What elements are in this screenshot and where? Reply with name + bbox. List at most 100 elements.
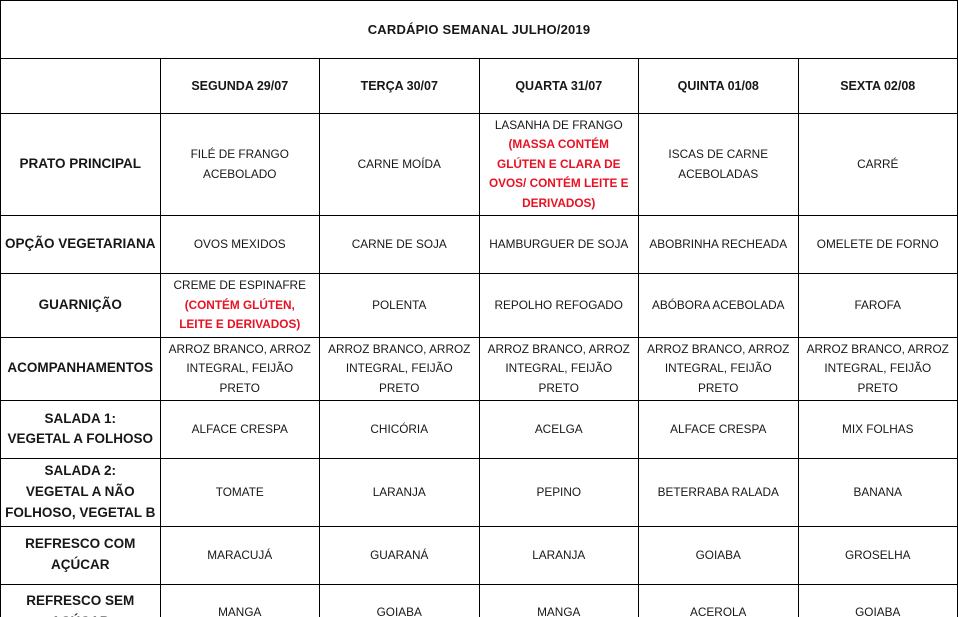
menu-item-text: GOIABA: [695, 547, 741, 562]
menu-cell: GUARANÁ: [319, 525, 480, 585]
row-header: ACOMPANHAMENTOS: [0, 336, 161, 401]
day-header: SEXTA 02/08: [797, 58, 958, 114]
menu-cell: CREME DE ESPINAFRE (CONTÉM GLÚTEN, LEITE …: [159, 273, 320, 338]
menu-item-text: GOIABA: [376, 604, 422, 617]
menu-cell: ARROZ BRANCO, ARROZ INTEGRAL, FEIJÃO PRE…: [478, 336, 639, 401]
menu-item-text: OMELETE DE FORNO: [816, 237, 939, 252]
menu-item-text: ALFACE CRESPA: [191, 421, 288, 436]
menu-row: GUARNIÇÃO CREME DE ESPINAFRE (CONTÉM GLÚTE…: [0, 273, 958, 338]
row-header: OPÇÃO VEGETARIANA: [0, 215, 161, 275]
menu-item-text: ACELGA: [534, 421, 583, 436]
menu-item-text: FAROFA: [854, 297, 902, 312]
menu-row: ACOMPANHAMENTOS ARROZ BRANCO, ARROZ INTEG…: [0, 336, 958, 401]
allergen-warning: (CONTÉM GLÚTEN, LEITE E DERIVADOS): [179, 297, 301, 332]
menu-item-text: REPOLHO REFOGADO: [494, 297, 623, 312]
menu-item-text: PEPINO: [536, 484, 582, 499]
menu-cell: MIX FOLHAS: [797, 399, 958, 459]
menu-row: REFRESCO COM AÇÚCAR MARACUJÁ GUARANÁ LARANJ…: [0, 525, 958, 585]
row-header: REFRESCO COM AÇÚCAR: [0, 525, 161, 585]
menu-item-text: TOMATE: [215, 484, 264, 499]
menu-row: OPÇÃO VEGETARIANA OVOS MEXIDOS CARNE DE SO…: [0, 215, 958, 275]
menu-item-text: MIX FOLHAS: [842, 421, 914, 436]
menu-cell: ACEROLA: [638, 583, 799, 617]
menu-cell: MANGA: [478, 583, 639, 617]
menu-item-text: ISCAS DE CARNE ACEBOLADAS: [668, 147, 769, 181]
menu-cell: GROSELHA: [797, 525, 958, 585]
menu-row: PRATO PRINCIPAL FILÉ DE FRANGO ACEBOLADO C…: [0, 112, 958, 217]
corner-cell: [0, 58, 161, 114]
menu-cell: ALFACE CRESPA: [638, 399, 799, 459]
menu-cell: MANGA: [159, 583, 320, 617]
row-header: REFRESCO SEM AÇÚCAR: [0, 583, 161, 617]
menu-row: REFRESCO SEM AÇÚCAR MANGA GOIABA MANGA ACERO…: [0, 583, 958, 617]
menu-item-text: ARROZ BRANCO, ARROZ INTEGRAL, FEIJÃO PRE…: [168, 341, 311, 395]
menu-item-text: CREME DE ESPINAFRE: [173, 278, 306, 293]
menu-body: PRATO PRINCIPAL FILÉ DE FRANGO ACEBOLADO C…: [0, 112, 958, 617]
menu-item-text: CHICÓRIA: [370, 421, 429, 436]
menu-item-text: ALFACE CRESPA: [670, 421, 767, 436]
menu-cell: CARRÉ: [797, 112, 958, 217]
menu-cell: ALFACE CRESPA: [159, 399, 320, 459]
menu-item-text: HAMBURGUER DE SOJA: [489, 237, 629, 252]
allergen-warning: (MASSA CONTÉM GLÚTEN E CLARA DE OVOS/ CO…: [488, 137, 629, 210]
menu-cell: LASANHA DE FRANGO (MASSA CONTÉM GLÚTEN E …: [478, 112, 639, 217]
row-header: SALADA 2: VEGETAL A NÃO FOLHOSO, VEGETAL…: [0, 457, 161, 527]
menu-cell: HAMBURGUER DE SOJA: [478, 215, 639, 275]
menu-item-text: ABÓBORA ACEBOLADA: [652, 297, 785, 312]
menu-cell: GOIABA: [797, 583, 958, 617]
menu-cell: ISCAS DE CARNE ACEBOLADAS: [638, 112, 799, 217]
row-header: GUARNIÇÃO: [0, 273, 161, 338]
menu-item-text: ABOBRINHA RECHEADA: [649, 237, 788, 252]
menu-item-text: POLENTA: [372, 297, 427, 312]
page-title: CARDÁPIO SEMANAL JULHO/2019: [0, 0, 958, 59]
menu-cell: ACELGA: [478, 399, 639, 459]
menu-cell: ARROZ BRANCO, ARROZ INTEGRAL, FEIJÃO PRE…: [638, 336, 799, 401]
menu-item-text: CARRÉ: [857, 156, 899, 171]
menu-item-text: BETERRABA RALADA: [657, 484, 779, 499]
menu-item-text: FILÉ DE FRANGO ACEBOLADO: [190, 147, 289, 181]
menu-cell: ARROZ BRANCO, ARROZ INTEGRAL, FEIJÃO PRE…: [797, 336, 958, 401]
menu-item-text: MANGA: [537, 604, 581, 617]
menu-cell: OVOS MEXIDOS: [159, 215, 320, 275]
menu-item-text: LASANHA DE FRANGO: [494, 118, 623, 132]
menu-item-text: ACEROLA: [690, 604, 747, 617]
menu-cell: POLENTA: [319, 273, 480, 338]
menu-item-text: LARANJA: [372, 484, 426, 499]
menu-cell: BANANA: [797, 457, 958, 527]
day-header-row: SEGUNDA 29/07 TERÇA 30/07 QUARTA 31/07 QUIN…: [0, 58, 958, 114]
menu-cell: CHICÓRIA: [319, 399, 480, 459]
menu-cell: ABÓBORA ACEBOLADA: [638, 273, 799, 338]
menu-item-text: CARNE DE SOJA: [351, 237, 447, 252]
menu-cell: ABOBRINHA RECHEADA: [638, 215, 799, 275]
menu-row: SALADA 1: VEGETAL A FOLHOSO ALFACE CRESPA…: [0, 399, 958, 459]
menu-cell: CARNE MOÍDA: [319, 112, 480, 217]
day-header: QUINTA 01/08: [638, 58, 799, 114]
day-header: TERÇA 30/07: [319, 58, 480, 114]
row-header: SALADA 1: VEGETAL A FOLHOSO: [0, 399, 161, 459]
menu-cell: CARNE DE SOJA: [319, 215, 480, 275]
menu-cell: GOIABA: [638, 525, 799, 585]
menu-cell: PEPINO: [478, 457, 639, 527]
menu-cell: ARROZ BRANCO, ARROZ INTEGRAL, FEIJÃO PRE…: [319, 336, 480, 401]
menu-item-text: CARNE MOÍDA: [357, 156, 441, 171]
menu-item-text: GROSELHA: [844, 547, 911, 562]
menu-cell: TOMATE: [159, 457, 320, 527]
menu-item-text: ARROZ BRANCO, ARROZ INTEGRAL, FEIJÃO PRE…: [647, 341, 790, 395]
menu-item-text: OVOS MEXIDOS: [193, 237, 286, 252]
menu-cell: FILÉ DE FRANGO ACEBOLADO: [159, 112, 320, 217]
day-header: SEGUNDA 29/07: [159, 58, 320, 114]
menu-row: SALADA 2: VEGETAL A NÃO FOLHOSO, VEGETAL…: [0, 457, 958, 527]
menu-cell: LARANJA: [478, 525, 639, 585]
title-row: CARDÁPIO SEMANAL JULHO/2019: [0, 0, 958, 59]
menu-cell: ARROZ BRANCO, ARROZ INTEGRAL, FEIJÃO PRE…: [159, 336, 320, 401]
menu-cell: OMELETE DE FORNO: [797, 215, 958, 275]
menu-cell: LARANJA: [319, 457, 480, 527]
row-header: PRATO PRINCIPAL: [0, 112, 161, 217]
menu-cell: BETERRABA RALADA: [638, 457, 799, 527]
menu-item-text: ARROZ BRANCO, ARROZ INTEGRAL, FEIJÃO PRE…: [806, 341, 949, 395]
menu-item-text: LARANJA: [532, 547, 586, 562]
day-header: QUARTA 31/07: [478, 58, 639, 114]
menu-item-text: ARROZ BRANCO, ARROZ INTEGRAL, FEIJÃO PRE…: [328, 341, 471, 395]
menu-item-text: BANANA: [853, 484, 902, 499]
